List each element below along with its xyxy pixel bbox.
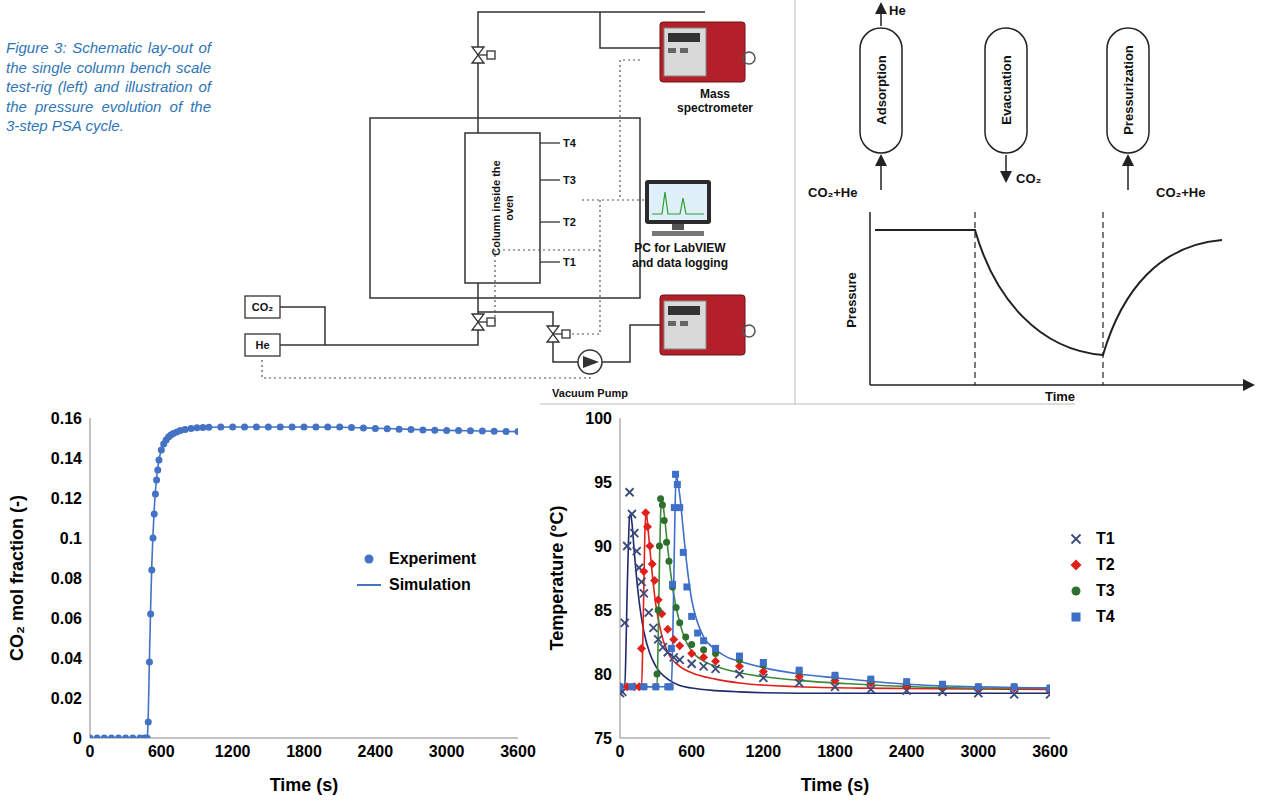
svg-text:85: 85 <box>594 602 612 619</box>
svg-text:0.04: 0.04 <box>51 650 82 667</box>
svg-text:0.08: 0.08 <box>51 570 82 587</box>
svg-text:0.06: 0.06 <box>51 610 82 627</box>
svg-text:CO₂ mol fraction (-): CO₂ mol fraction (-) <box>7 495 27 661</box>
html-text:T3: T3 <box>1096 582 1115 599</box>
svg-text:T3: T3 <box>563 174 576 186</box>
svg-text:T2: T2 <box>563 216 576 228</box>
svg-text:100: 100 <box>585 410 612 427</box>
svg-text:Time (s): Time (s) <box>270 775 339 795</box>
svg-text:600: 600 <box>148 743 175 760</box>
svg-text:75: 75 <box>594 730 612 747</box>
svg-text:0.02: 0.02 <box>51 690 82 707</box>
html-text:Simulation: Simulation <box>389 576 471 593</box>
svg-text:Time: Time <box>1045 389 1075 404</box>
svg-text:1800: 1800 <box>286 743 322 760</box>
html-text:Figure 3: Schematic lay-out of: Figure 3: Schematic lay-out of the singl… <box>6 39 211 134</box>
svg-text:Mass: Mass <box>700 87 730 101</box>
html-text:Experiment: Experiment <box>389 550 477 567</box>
svg-text:and data logging: and data logging <box>632 256 728 270</box>
html-text:T1: T1 <box>1096 530 1115 547</box>
html-text:T2: T2 <box>1096 556 1115 573</box>
svg-text:0: 0 <box>86 743 95 760</box>
svg-text:0.14: 0.14 <box>51 450 82 467</box>
svg-text:Vacuum Pump: Vacuum Pump <box>552 387 628 399</box>
svg-text:1200: 1200 <box>746 743 782 760</box>
svg-text:Pressure: Pressure <box>844 272 859 328</box>
svg-text:0.12: 0.12 <box>51 490 82 507</box>
svg-text:Evacuation: Evacuation <box>999 55 1014 124</box>
svg-text:90: 90 <box>594 538 612 555</box>
svg-text:T1: T1 <box>563 256 576 268</box>
svg-text:600: 600 <box>678 743 705 760</box>
svg-text:2400: 2400 <box>889 743 925 760</box>
svg-text:Temperature (°C): Temperature (°C) <box>547 506 567 651</box>
svg-text:Pressurization: Pressurization <box>1121 45 1136 135</box>
svg-text:0.1: 0.1 <box>60 530 82 547</box>
svg-text:oven: oven <box>503 195 515 221</box>
svg-text:3000: 3000 <box>429 743 465 760</box>
svg-text:He: He <box>255 339 269 351</box>
svg-text:3600: 3600 <box>500 743 536 760</box>
svg-text:3600: 3600 <box>1032 743 1068 760</box>
svg-text:0.16: 0.16 <box>51 410 82 427</box>
svg-text:CO₂+He: CO₂+He <box>808 185 858 200</box>
svg-text:PC for LabVIEW: PC for LabVIEW <box>634 241 726 255</box>
svg-text:T4: T4 <box>563 137 577 149</box>
svg-text:1800: 1800 <box>817 743 853 760</box>
svg-text:He: He <box>889 3 906 18</box>
svg-text:spectrometer: spectrometer <box>677 101 753 115</box>
svg-text:Time (s): Time (s) <box>801 775 870 795</box>
svg-text:Column inside the: Column inside the <box>490 160 502 255</box>
svg-text:CO₂: CO₂ <box>1016 171 1042 186</box>
html-text:T4: T4 <box>1096 608 1115 625</box>
svg-text:1200: 1200 <box>215 743 251 760</box>
svg-text:3000: 3000 <box>961 743 997 760</box>
svg-text:Adsorption: Adsorption <box>874 55 889 124</box>
svg-text:95: 95 <box>594 474 612 491</box>
svg-text:80: 80 <box>594 666 612 683</box>
svg-text:2400: 2400 <box>358 743 394 760</box>
svg-text:CO₂: CO₂ <box>252 301 274 313</box>
svg-text:0: 0 <box>73 730 82 747</box>
svg-text:CO₂+He: CO₂+He <box>1156 185 1206 200</box>
svg-text:0: 0 <box>616 743 625 760</box>
